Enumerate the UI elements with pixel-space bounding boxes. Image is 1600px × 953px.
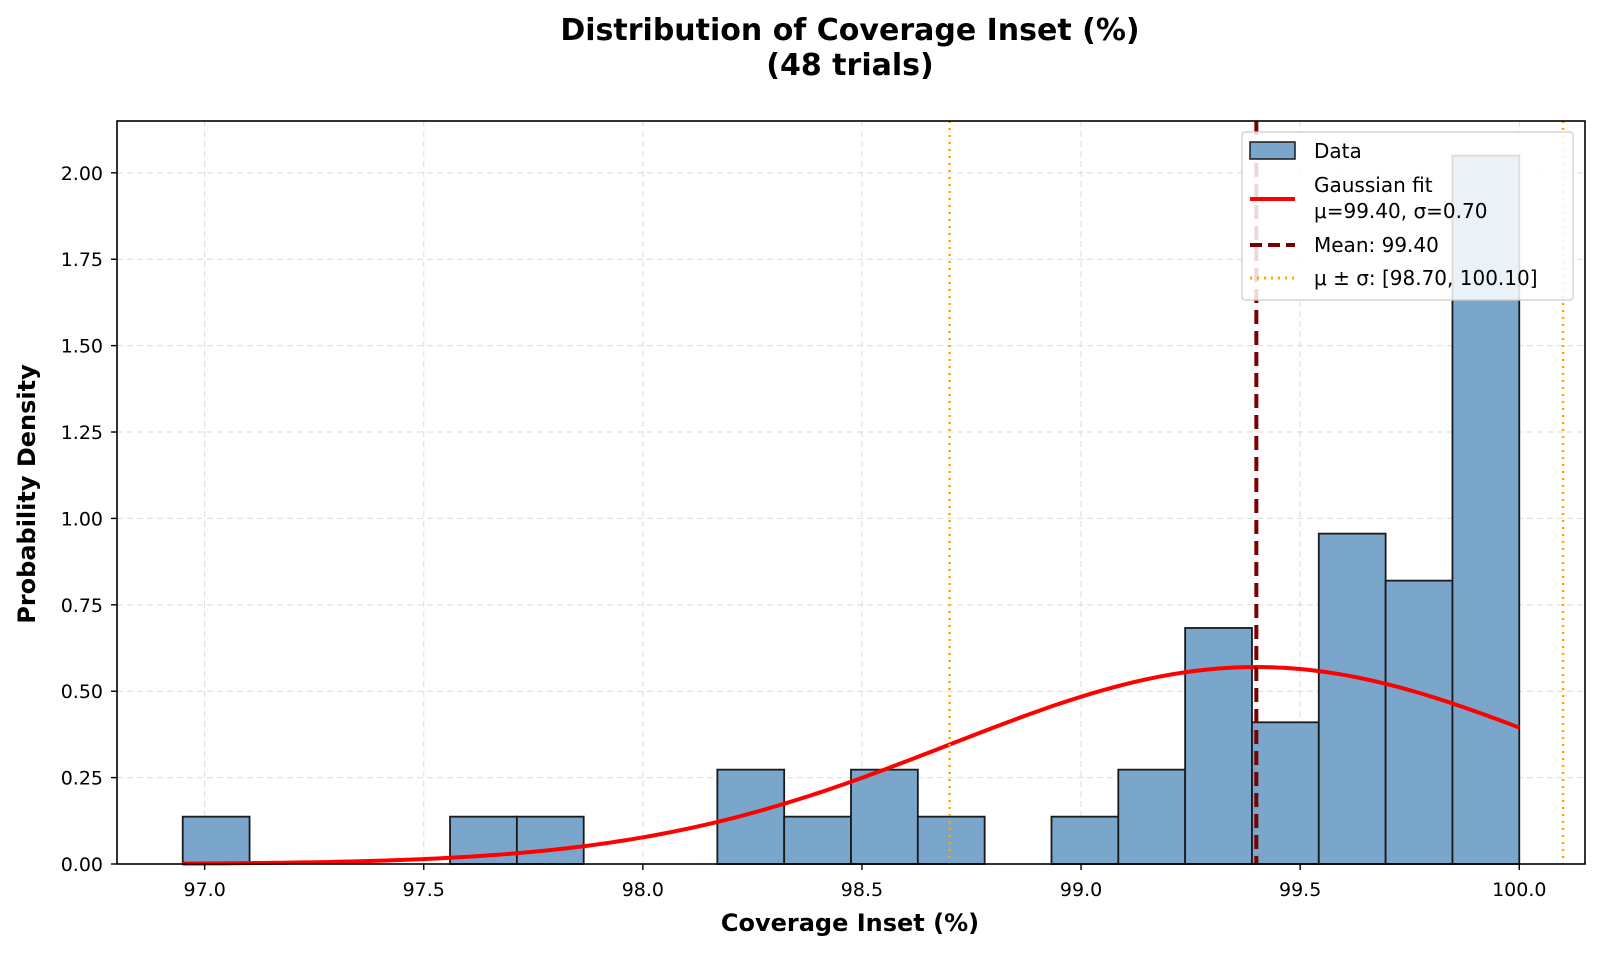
plot-frame: [116, 120, 1586, 865]
histogram-bar: [181, 815, 251, 865]
y-axis-label: Probability Density: [13, 364, 41, 624]
histogram-bar: [1117, 768, 1187, 865]
chart-title-line1: Distribution of Coverage Inset (%): [560, 13, 1139, 48]
y-tick-label: 0.75: [61, 595, 103, 617]
chart-legend: Data Gaussian fit μ=99.40, σ=0.70 Mean: …: [1241, 131, 1574, 301]
histogram-bar: [1384, 579, 1454, 865]
y-tick-label: 0.00: [61, 854, 103, 876]
x-tick-label: 100.0: [1492, 879, 1546, 901]
y-tick-label: 1.00: [61, 508, 103, 530]
legend-data-label: Data: [1314, 139, 1362, 163]
x-tick-label: 97.0: [183, 879, 225, 901]
histogram-bar: [1184, 627, 1253, 865]
legend-fit-label: Gaussian fit: [1314, 173, 1433, 197]
histogram-bar: [1317, 532, 1387, 865]
y-tick-label: 1.25: [61, 422, 103, 444]
y-tick-label: 2.00: [61, 163, 103, 185]
x-axis-ticks: 97.0 97.5 98.0 98.5 99.0 99.5 100.0: [183, 864, 1546, 901]
x-tick-label: 98.5: [841, 879, 883, 901]
gaussian-fit-curve: [182, 665, 1520, 866]
legend-sigma-label: μ ± σ: [98.70, 100.10]: [1314, 266, 1538, 290]
x-tick-label: 99.0: [1060, 879, 1102, 901]
x-axis-label: Coverage Inset (%): [721, 909, 979, 937]
y-tick-label: 0.25: [61, 768, 103, 790]
x-tick-label: 97.5: [403, 879, 445, 901]
y-tick-label: 0.50: [61, 681, 103, 703]
legend-fit-params: μ=99.40, σ=0.70: [1314, 199, 1487, 223]
y-axis-ticks: 0.00 0.25 0.50 0.75 1.00 1.25 1.50 1.75 2.00: [61, 163, 117, 876]
x-tick-label: 98.0: [622, 879, 664, 901]
x-tick-label: 99.5: [1279, 879, 1321, 901]
histogram-bar: [716, 768, 786, 865]
legend-mean-label: Mean: 99.40: [1314, 233, 1439, 257]
histogram-bar: [1050, 815, 1120, 865]
y-tick-label: 1.50: [61, 336, 103, 358]
reference-lines: [182, 121, 1565, 866]
histogram-bar: [515, 815, 585, 865]
y-tick-label: 1.75: [61, 249, 103, 271]
histogram-bar: [1251, 721, 1320, 865]
legend-box: [1241, 131, 1574, 301]
chart-title-line2: (48 trials): [766, 48, 933, 83]
histogram-bar: [850, 768, 919, 865]
axes: [116, 120, 1586, 865]
legend-data-patch: [1249, 141, 1296, 160]
histogram-bar: [916, 815, 986, 865]
histogram-bar: [783, 815, 852, 865]
